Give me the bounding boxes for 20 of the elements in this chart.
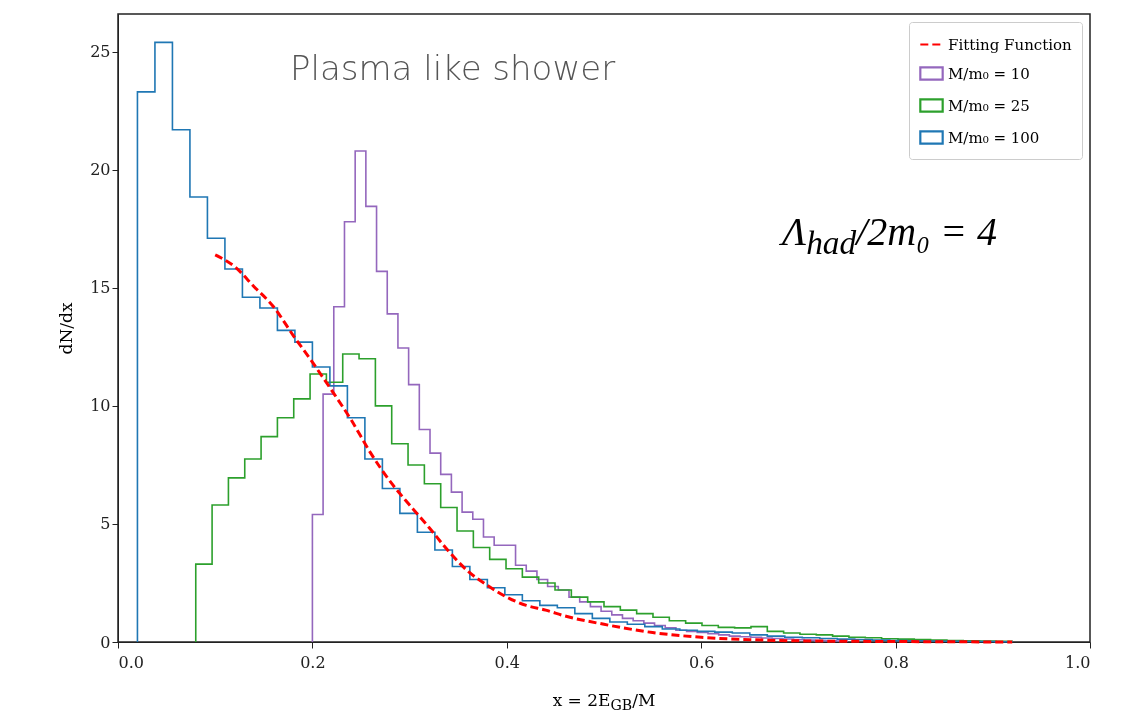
annotation: Plasma like shower [290, 48, 616, 88]
legend-label: M/m₀ = 10 [948, 64, 1030, 83]
y-tick-label: 20 [90, 160, 111, 180]
y-tick-label: 0 [100, 632, 111, 652]
y-axis-title: dN/dx [56, 302, 77, 355]
x-tick-label: 0.6 [688, 652, 715, 672]
y-tick-label: 25 [90, 42, 111, 62]
legend-label: M/m₀ = 100 [948, 128, 1040, 147]
x-tick-label: 0.4 [494, 652, 521, 672]
x-tick-label: 0.0 [118, 652, 144, 672]
x-axis-title: x = 2E$_{GB}$/M [551, 690, 657, 714]
y-tick-label: 5 [100, 514, 111, 534]
x-tick-label: 0.8 [883, 652, 909, 672]
line-series [213, 253, 1014, 644]
legend-label: Fitting Function [948, 35, 1073, 54]
x-tick-label: 1.0 [1065, 652, 1091, 672]
y-tick-label: 15 [90, 278, 111, 298]
x-tick-label: 0.2 [300, 652, 326, 672]
y-tick-label: 10 [90, 396, 111, 416]
legend-label: M/m₀ = 25 [948, 96, 1030, 115]
